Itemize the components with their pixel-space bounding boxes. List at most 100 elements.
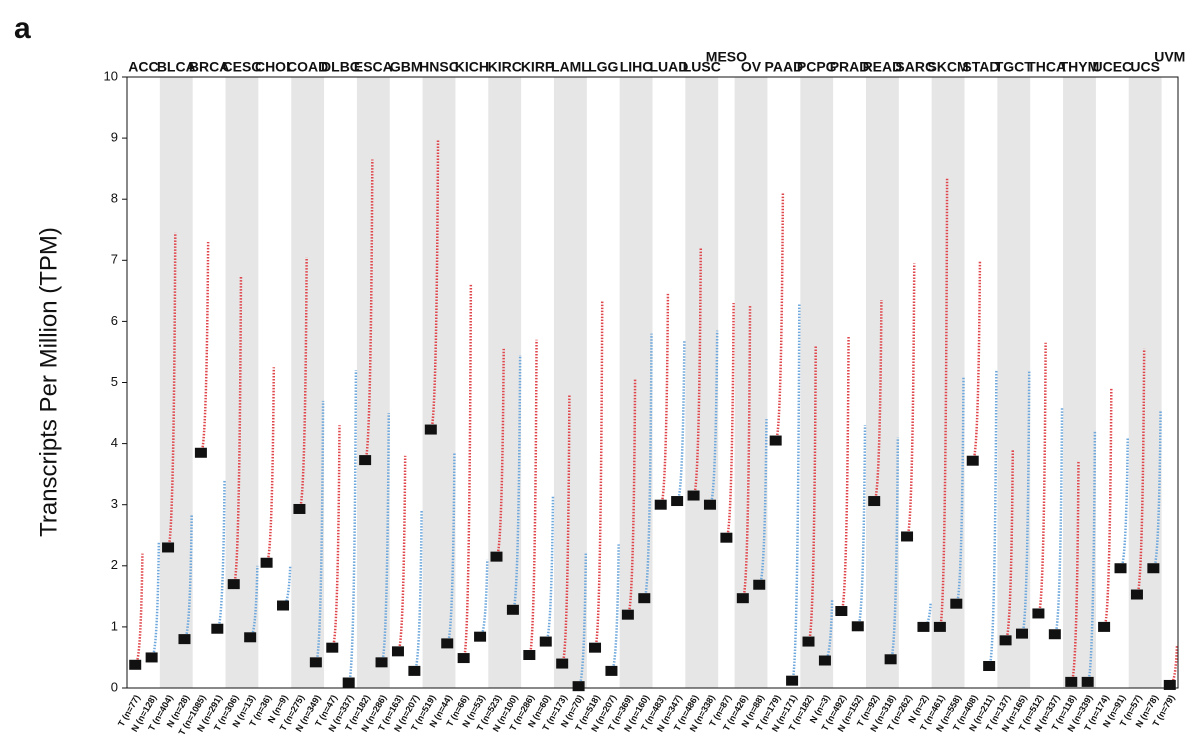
sample-dots bbox=[413, 510, 423, 673]
median-marker bbox=[654, 499, 667, 510]
sample-dots bbox=[216, 480, 226, 630]
cancer-label: UCS bbox=[1130, 59, 1160, 75]
cancer-label: UVM bbox=[1154, 49, 1185, 65]
median-marker bbox=[687, 490, 700, 501]
median-marker bbox=[539, 636, 552, 647]
sample-dots bbox=[840, 336, 850, 613]
sample-dots bbox=[462, 284, 473, 660]
median-marker bbox=[1065, 676, 1078, 687]
sample-dots bbox=[429, 139, 440, 431]
cancer-label: UCEC bbox=[1092, 59, 1132, 75]
sample-dots bbox=[1119, 437, 1129, 570]
y-tick-label: 5 bbox=[111, 374, 118, 389]
median-marker bbox=[1114, 563, 1127, 574]
median-marker bbox=[309, 657, 322, 668]
median-marker bbox=[1130, 589, 1143, 600]
plot-frame bbox=[126, 76, 1179, 689]
sample-dots bbox=[560, 394, 571, 665]
group-band bbox=[356, 77, 390, 688]
median-marker bbox=[506, 604, 519, 615]
median-marker bbox=[474, 631, 487, 642]
median-marker bbox=[342, 677, 355, 688]
y-tick-label: 4 bbox=[111, 435, 118, 450]
group-band bbox=[291, 77, 325, 688]
group-band bbox=[488, 77, 522, 688]
cancer-label: BRCA bbox=[189, 59, 229, 75]
median-marker bbox=[1163, 679, 1176, 690]
y-tick-label: 1 bbox=[111, 618, 118, 633]
median-marker bbox=[457, 653, 470, 664]
sample-dots bbox=[790, 303, 801, 682]
cancer-label: STAD bbox=[962, 59, 999, 75]
sample-dots bbox=[577, 553, 588, 688]
sample-dots bbox=[363, 159, 374, 462]
sample-dots bbox=[314, 400, 325, 664]
median-marker bbox=[802, 636, 815, 647]
cancer-label: THYM bbox=[1060, 59, 1100, 75]
median-marker bbox=[703, 499, 716, 510]
group-band bbox=[553, 77, 587, 688]
y-tick-label: 0 bbox=[111, 679, 118, 694]
cancer-label: BLCA bbox=[157, 59, 196, 75]
median-marker bbox=[671, 496, 684, 507]
median-marker bbox=[884, 654, 897, 665]
sample-dots bbox=[232, 275, 243, 586]
cancer-label: SARC bbox=[895, 59, 935, 75]
median-marker bbox=[194, 447, 207, 458]
cancer-label: THCA bbox=[1027, 59, 1066, 75]
sample-dots bbox=[643, 333, 653, 600]
group-band bbox=[225, 77, 259, 688]
median-marker bbox=[1015, 628, 1028, 639]
cancer-label: KIRC bbox=[488, 59, 522, 75]
median-marker bbox=[359, 455, 372, 466]
sample-dots bbox=[1169, 645, 1179, 687]
sample-dots bbox=[183, 513, 193, 641]
median-marker bbox=[162, 542, 175, 553]
cancer-label: KIRP bbox=[521, 59, 554, 75]
sample-dots bbox=[725, 303, 735, 539]
group-band bbox=[997, 77, 1031, 688]
median-marker bbox=[293, 503, 306, 514]
sample-dots bbox=[659, 293, 670, 506]
median-marker bbox=[605, 665, 618, 676]
median-marker bbox=[621, 609, 634, 620]
median-marker bbox=[326, 642, 339, 653]
cancer-label: LGG bbox=[588, 59, 618, 75]
cancer-label: HNSC bbox=[419, 59, 459, 75]
cancer-label: LUSC bbox=[683, 59, 721, 75]
median-marker bbox=[441, 638, 454, 649]
cancer-label: KICH bbox=[455, 59, 489, 75]
median-marker bbox=[1147, 563, 1160, 574]
median-marker bbox=[753, 579, 766, 590]
y-axis-label: Transcripts Per Million (TPM) bbox=[35, 227, 62, 537]
y-tick-label: 2 bbox=[111, 557, 118, 572]
y-tick-label: 7 bbox=[111, 252, 118, 267]
cancer-label: SKCM bbox=[927, 59, 968, 75]
sample-dots bbox=[856, 425, 867, 628]
y-tick-label: 8 bbox=[111, 191, 118, 206]
median-marker bbox=[178, 634, 191, 645]
sample-dots bbox=[1037, 342, 1047, 615]
median-marker bbox=[966, 455, 979, 466]
sample-dots bbox=[331, 425, 341, 649]
group-band bbox=[865, 77, 899, 688]
sample-dots bbox=[1020, 370, 1031, 635]
cancer-label: COAD bbox=[287, 59, 328, 75]
sample-dots bbox=[544, 495, 555, 643]
median-marker bbox=[736, 593, 749, 604]
sample-dots bbox=[741, 306, 752, 600]
median-marker bbox=[868, 496, 881, 507]
median-marker bbox=[145, 652, 158, 663]
sample-dots bbox=[478, 559, 489, 638]
median-marker bbox=[950, 598, 963, 609]
cancer-label: CHOL bbox=[255, 59, 295, 75]
median-marker bbox=[1098, 621, 1111, 632]
median-marker bbox=[720, 532, 733, 543]
cancer-label: MESO bbox=[706, 49, 747, 65]
sample-dots bbox=[265, 367, 276, 564]
sample-dots bbox=[511, 354, 522, 612]
median-marker bbox=[1032, 608, 1045, 619]
median-marker bbox=[786, 675, 799, 686]
median-marker bbox=[211, 623, 224, 634]
